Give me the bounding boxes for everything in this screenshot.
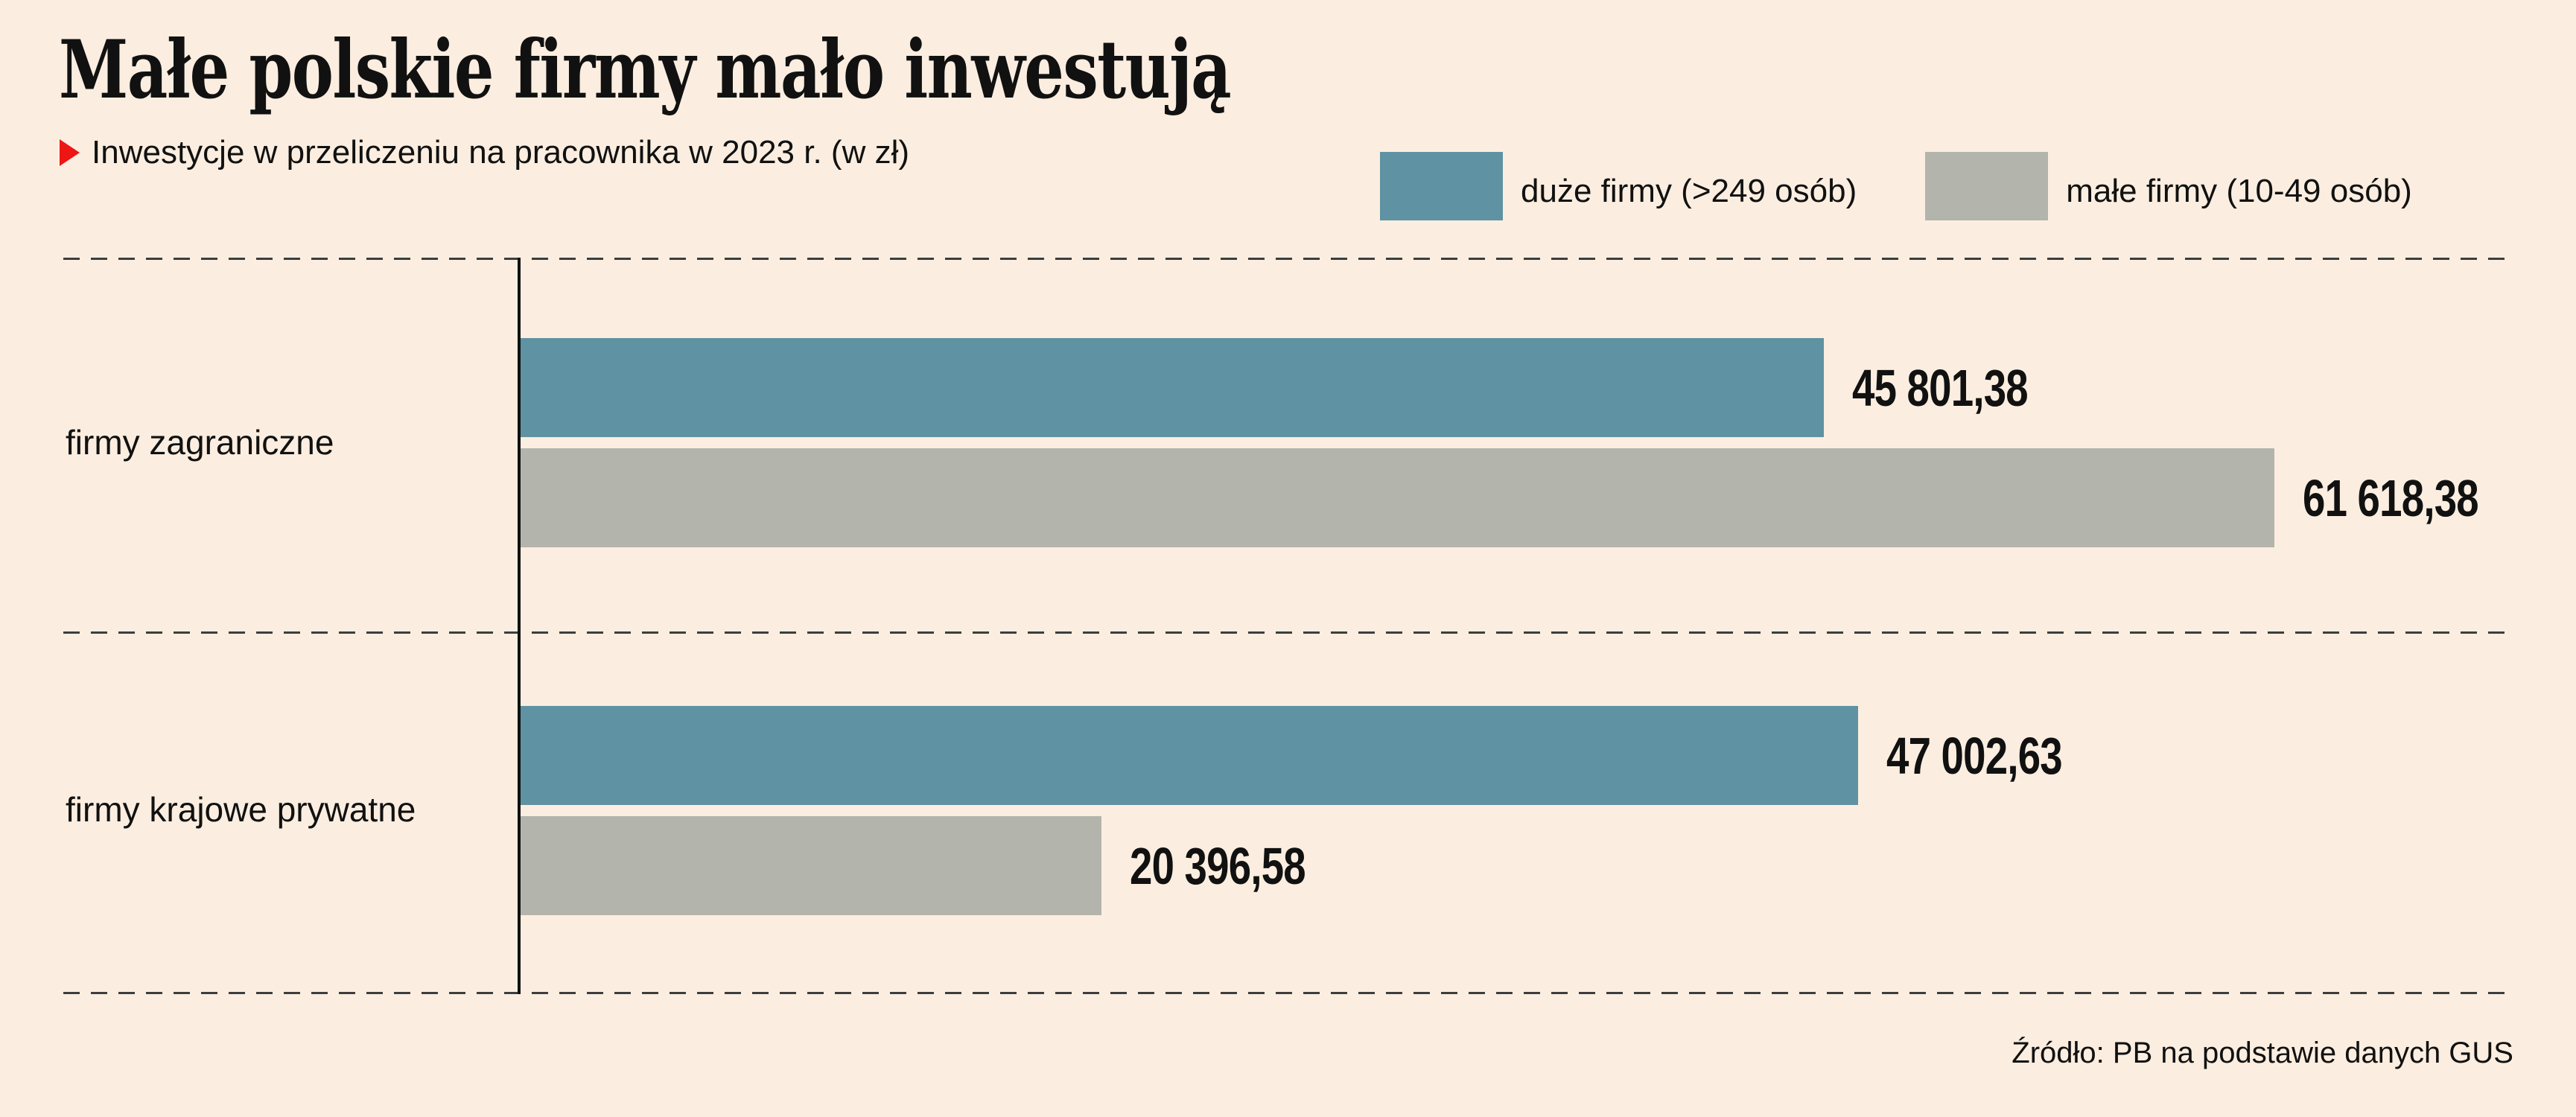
y-axis-line [518,258,521,994]
chart-subtitle-row: Inwestycje w przeliczeniu na pracownika … [60,133,909,173]
bar-value-domestic-large: 47 002,63 [1886,726,2063,785]
bar-row-domestic-small: 20 396,58 [521,816,1355,915]
chart-subtitle: Inwestycje w przeliczeniu na pracownika … [92,134,910,171]
category-label-foreign-firms: firmy zagraniczne [66,423,334,462]
red-triangle-bullet-icon [60,139,80,166]
source-note: Źródło: PB na podstawie danych GUS [2011,1037,2513,1069]
legend-swatch-small-firms [1925,152,2049,220]
bar-foreign-small-firms [521,448,2274,547]
bar-row-foreign-large: 45 801,38 [521,338,2077,437]
legend-swatch-large-firms [1380,152,1503,220]
chart-legend: duże firmy (>249 osób) małe firmy (10-49… [1380,152,2412,220]
bar-value-domestic-small: 20 396,58 [1130,836,1306,895]
bar-row-domestic-large: 47 002,63 [521,706,2111,805]
bar-value-foreign-small: 61 618,38 [2303,468,2479,527]
bar-domestic-small-firms [521,816,1101,915]
category-label-domestic-private-firms: firmy krajowe prywatne [66,790,416,829]
dashed-separator-bottom [63,992,2513,994]
legend-label-large-firms: duże firmy (>249 osób) [1521,173,1857,209]
bar-foreign-large-firms [521,338,1824,437]
legend-label-small-firms: małe firmy (10-49 osób) [2066,173,2412,209]
dashed-separator-middle [63,631,2513,634]
bar-domestic-large-firms [521,706,1858,805]
legend-item-large-firms: duże firmy (>249 osób) [1380,152,1857,220]
chart-title-text: Małe polskie firmy mało inwestują [59,23,1232,117]
bar-value-foreign-large: 45 801,38 [1852,358,2029,417]
bar-row-foreign-small: 61 618,38 [521,448,2528,547]
legend-item-small-firms: małe firmy (10-49 osób) [1925,152,2412,220]
chart-title: Małe polskie firmy mało inwestują [59,16,1561,125]
dashed-separator-top [63,258,2513,260]
